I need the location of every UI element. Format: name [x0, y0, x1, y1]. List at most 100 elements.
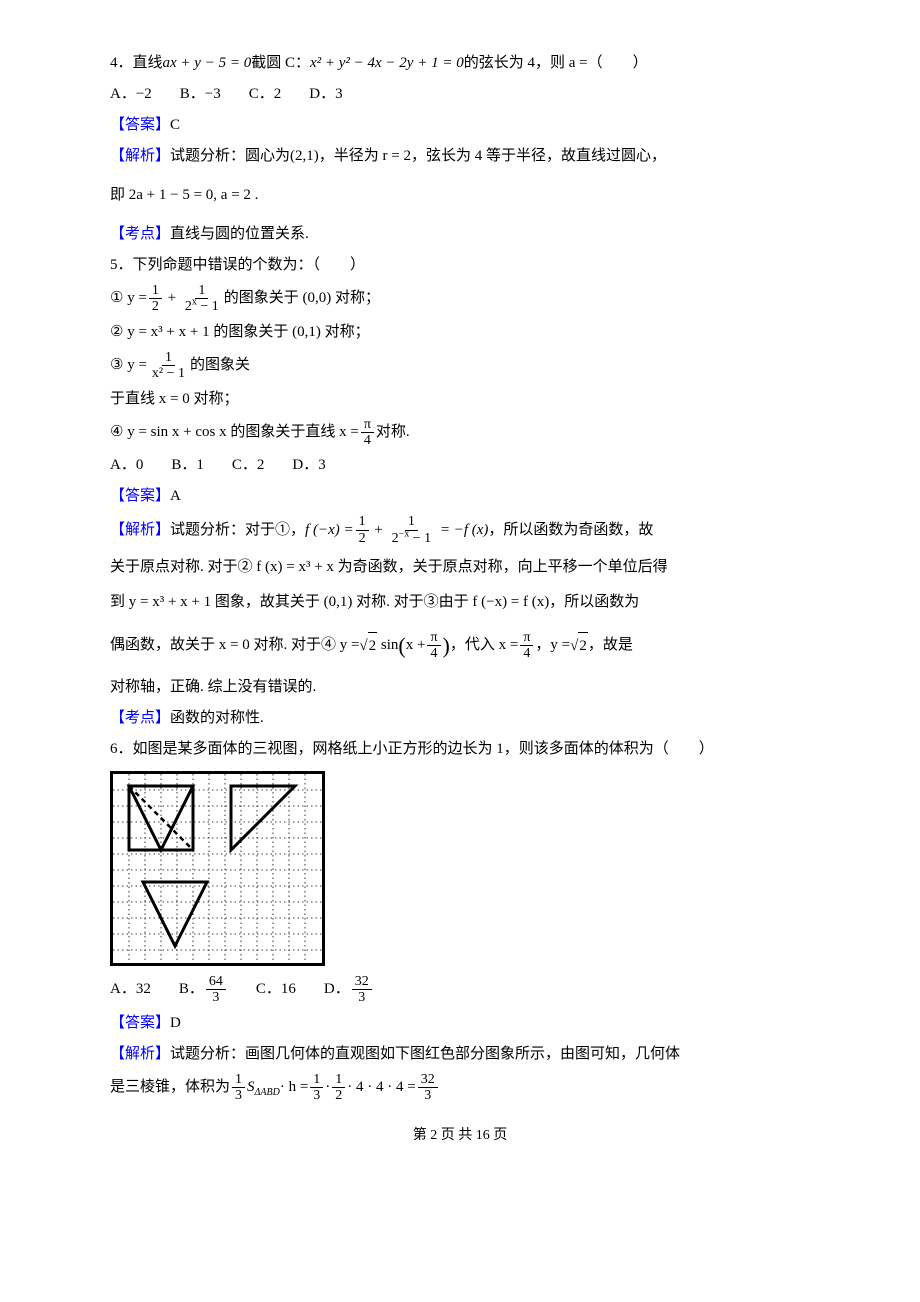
footer-text: 第 2 页 共 16 页 — [413, 1128, 508, 1143]
q4-ana-a: 试题分析：圆心为 — [170, 143, 290, 170]
q5-s4: ④ y = sin x + cos x 的图象关于直线 x = π4 对称. — [110, 417, 810, 449]
q6-analysis-2: 是三棱锥，体积为 1 3 SΔABD · h = 1 3 · 1 2 · 4 ·… — [110, 1072, 810, 1104]
q5-s3-c: 于直线 x = 0 对称； — [110, 386, 238, 413]
vdot: · — [325, 1074, 330, 1101]
vn4: 32 — [418, 1072, 438, 1088]
q6-stem-text: 6．如图是某多面体的三视图，网格纸上小正方形的边长为 1，则该多面体的体积为（ … — [110, 736, 714, 763]
q5-opt-a: A．0 — [110, 452, 143, 479]
q4-opt-a: A．−2 — [110, 81, 152, 108]
vsub: ΔABD — [255, 1087, 280, 1098]
frac-v2: 1 3 — [310, 1072, 323, 1104]
q5-ana-c: 到 y = x³ + x + 1 图象，故其关于 (0,1) 对称. 对于③由于… — [110, 589, 639, 616]
q4-answer-val: C — [170, 112, 180, 139]
frac-half-2: 12 — [356, 514, 369, 546]
q5-answer: 【答案】 A — [110, 483, 810, 510]
tr-tri — [231, 786, 295, 850]
q5-exam-val: 函数的对称性. — [170, 705, 264, 732]
frac-v1: 1 3 — [232, 1072, 245, 1104]
frac-pi4-c: π4 — [520, 630, 533, 662]
vmid3: · 4 · 4 · 4 = — [347, 1074, 415, 1101]
q6-answer-val: D — [170, 1010, 181, 1037]
q6-stem: 6．如图是某多面体的三视图，网格纸上小正方形的边长为 1，则该多面体的体积为（ … — [110, 736, 810, 763]
s-abd: SΔABD — [247, 1074, 280, 1101]
vn3: 1 — [332, 1072, 345, 1088]
q6-opt-c: C．16 — [256, 974, 296, 1006]
frac-negexp: 12−x − 1 — [389, 514, 435, 546]
three-view-figure — [110, 771, 325, 966]
q4-answer: 【答案】 C — [110, 112, 810, 139]
plus-2: + — [371, 517, 387, 544]
analysis-label: 【解析】 — [110, 143, 170, 170]
q5-s1: ① y = 12 + 12x − 1 的图象关于 (0,0) 对称； — [110, 283, 810, 315]
q6-ana-a: 试题分析：画图几何体的直观图如下图红色部分图象所示，由图可知，几何体 — [170, 1041, 680, 1068]
sqrt2-b: 2 — [570, 632, 588, 660]
q5-s1-b: 的图象关于 (0,0) 对称； — [224, 285, 380, 312]
q5-ana-d: 偶函数，故关于 x = 0 对称. 对于④ y = — [110, 632, 359, 659]
q5-stem: 5．下列命题中错误的个数为：（ ） — [110, 252, 810, 279]
sin-expr: sin — [377, 632, 398, 659]
answer-label: 【答案】 — [110, 483, 170, 510]
vd3: 2 — [332, 1088, 345, 1103]
q6-d-frac: 32 3 — [352, 974, 372, 1006]
q4-analysis-c: 即 2a + 1 − 5 = 0, a = 2 . — [110, 182, 810, 209]
q5-analysis-5: 对称轴，正确. 综上没有错误的. — [110, 674, 810, 701]
q5-fneg: f (−x) = — [305, 517, 354, 544]
q5-analysis-3: 到 y = x³ + x + 1 图象，故其关于 (0,1) 对称. 对于③由于… — [110, 589, 810, 616]
tl-dash — [129, 786, 193, 850]
analysis-label: 【解析】 — [110, 517, 170, 544]
page-footer: 第 2 页 共 16 页 — [110, 1123, 810, 1148]
q6-opt-b: B． 64 3 — [179, 974, 228, 1006]
q5-ana-d3: ，y = — [535, 632, 570, 659]
q5-s3c: 于直线 x = 0 对称； — [110, 386, 810, 413]
rparen: ) — [443, 626, 450, 666]
frac-pi4: π4 — [361, 417, 374, 449]
vn2: 1 — [310, 1072, 323, 1088]
q5-opt-d: D．3 — [292, 452, 325, 479]
q6-b-num: 64 — [206, 974, 226, 990]
x-plus: x + — [406, 632, 426, 659]
q6-b-den: 3 — [209, 990, 222, 1005]
frac-v4: 32 3 — [418, 1072, 438, 1104]
q6-opt-a: A．32 — [110, 974, 151, 1006]
q5-ana-a: 试题分析：对于①， — [170, 517, 305, 544]
q5-s3-a: ③ y = — [110, 352, 147, 379]
q5-stem-text: 5．下列命题中错误的个数为：（ ） — [110, 252, 365, 279]
q5-ana-b: 关于原点对称. 对于② f (x) = x³ + x 为奇函数，关于原点对称，向… — [110, 554, 668, 581]
q4-opt-b: B．−3 — [180, 81, 221, 108]
q6-d-num: 32 — [352, 974, 372, 990]
exam-label: 【考点】 — [110, 221, 170, 248]
q5-s3: ③ y = 1x² − 1 的图象关 — [110, 350, 810, 382]
q5-exam: 【考点】 函数的对称性. — [110, 705, 810, 732]
q4-stem: 4．直线 ax + y − 5 = 0 截圆 C： x² + y² − 4x −… — [110, 50, 810, 77]
q5-ana-d2: ，代入 x = — [450, 632, 518, 659]
q6-analysis-1: 【解析】 试题分析：画图几何体的直观图如下图红色部分图象所示，由图可知，几何体 — [110, 1041, 810, 1068]
vd4: 3 — [421, 1088, 434, 1103]
vd2: 3 — [310, 1088, 323, 1103]
q5-analysis-4: 偶函数，故关于 x = 0 对称. 对于④ y = 2 sin ( x + π4… — [110, 626, 810, 666]
answer-label: 【答案】 — [110, 1010, 170, 1037]
vmid2: · h = — [280, 1074, 308, 1101]
q6-options: A．32 B． 64 3 C．16 D． 32 3 — [110, 974, 810, 1006]
q6-ana-b: 是三棱锥，体积为 — [110, 1074, 230, 1101]
q4-eq2: x² + y² − 4x − 2y + 1 = 0 — [310, 50, 464, 77]
analysis-label: 【解析】 — [110, 1041, 170, 1068]
q5-s2: ② y = x³ + x + 1 的图象关于 (0,1) 对称； — [110, 319, 810, 346]
q5-s2-a: ② y = x³ + x + 1 的图象关于 (0,1) 对称； — [110, 319, 370, 346]
sqrt2-a: 2 — [359, 632, 377, 660]
vn1: 1 — [232, 1072, 245, 1088]
q5-answer-val: A — [170, 483, 181, 510]
plus: + — [164, 285, 180, 312]
q5-s3-b: 的图象关 — [190, 352, 250, 379]
q4-ana-c: 即 2a + 1 − 5 = 0, a = 2 . — [110, 182, 258, 209]
q4-opt-c: C．2 — [249, 81, 282, 108]
q6-b-label: B． — [179, 976, 204, 1003]
frac-x2m1: 1x² − 1 — [149, 350, 188, 382]
q4-stem-c: 的弦长为 4，则 a =（ ） — [464, 50, 648, 77]
exam-label: 【考点】 — [110, 705, 170, 732]
q5-ana-a2: ，所以函数为奇函数，故 — [488, 517, 653, 544]
vmid: S — [247, 1079, 255, 1095]
lparen: ( — [398, 626, 405, 666]
q4-opt-d: D．3 — [309, 81, 342, 108]
q5-ana-e: 对称轴，正确. 综上没有错误的. — [110, 674, 316, 701]
q5-analysis-1: 【解析】 试题分析：对于①， f (−x) = 12 + 12−x − 1 = … — [110, 514, 810, 546]
